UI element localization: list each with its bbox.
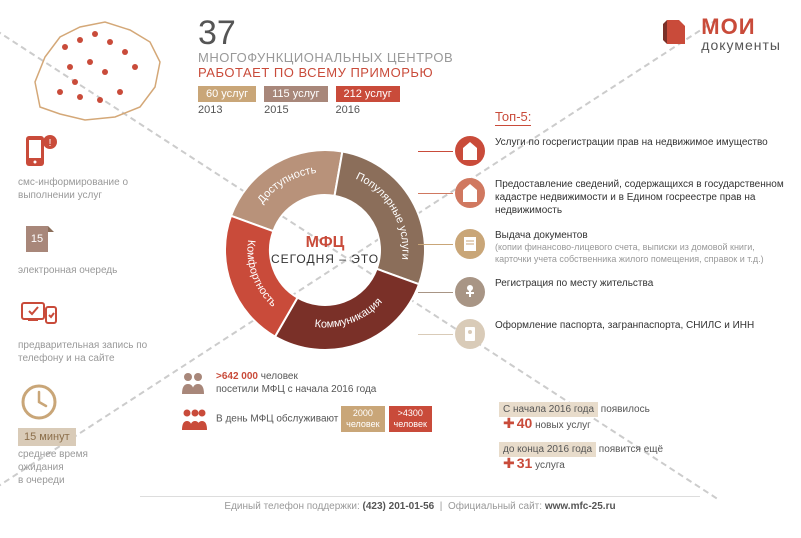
top5-text: Услуги по госрегистрации прав на недвижи… [495,136,768,149]
top5-icon [455,277,485,307]
top5-text: Регистрация по месту жительства [495,277,653,290]
top5-icon [455,136,485,166]
top5-title: Топ-5: [495,109,531,126]
service-text: смс-информирование о выполнении услуг [18,176,173,202]
wait-time-badge: 15 минут [18,428,76,446]
connector-line [418,244,453,245]
logo-main: МОИ [701,16,781,38]
right-stat-item: до конца 2016 года появится ещё✚31 услуг… [503,440,783,472]
year-label: 2013 [198,104,256,116]
footer: Единый телефон поддержки: (423) 201-01-5… [140,496,700,512]
donut-chart: ДоступностьПопулярные услугиКоммуникация… [215,140,435,360]
year-tag: 60 услуг [198,86,256,102]
left-services: ! смс-информирование о выполнении услуг 15… [18,130,173,503]
visitors-number: >642 000 [216,371,258,382]
people-icon [180,406,208,432]
right-stats: С начала 2016 года появилось✚40 новых ус… [503,400,783,480]
footer-site: www.mfc-25.ru [545,501,616,512]
phone-sms-icon: ! [18,130,60,172]
daily-count-box: >4300человек [389,406,432,432]
year-tag: 115 услуг [264,86,327,102]
top5-list: Топ-5: Услуги по госрегистрации прав на … [455,108,785,361]
svg-text:15: 15 [31,233,43,245]
connector-line [418,193,453,194]
daily-text: В день МФЦ обслуживают [216,414,338,425]
connector-line [418,151,453,152]
daily-count-box: 2000человек [341,406,384,432]
ticket-icon: 15 [18,218,60,260]
right-stat-item: С начала 2016 года появилось✚40 новых ус… [503,400,783,432]
bottom-stats: >642 000 человекпосетили МФЦ с начала 20… [180,370,450,442]
logo-sub: документы [701,38,781,52]
footer-phone: (423) 201-01-56 [363,501,435,512]
service-text: предварительная запись по телефону и на … [18,339,173,365]
top5-text: Предоставление сведений, содержащихся в … [495,178,785,217]
people-icon [180,370,208,396]
devices-icon [18,293,60,335]
top5-icon [455,178,485,208]
donut-center-sub: СЕГОДНЯ – ЭТО [265,252,385,266]
top5-icon [455,319,485,349]
connector-line [418,334,453,335]
top5-icon [455,229,485,259]
donut-slice [275,269,419,350]
connector-line [418,292,453,293]
wait-text: среднее времяожиданияв очереди [18,448,173,487]
svg-text:!: ! [49,138,52,149]
donut-slice [231,150,342,231]
year-tag: 212 услуг [336,86,400,102]
year-label: 2016 [336,104,400,116]
top5-text: Выдача документов(копии финансово-лицево… [495,229,785,265]
top5-text: Оформление паспорта, загранпаспорта, СНИ… [495,319,754,332]
service-text: электронная очередь [18,264,173,277]
header-line2: РАБОТАЕТ ПО ВСЕМУ ПРИМОРЬЮ [198,65,783,80]
region-map [20,12,180,127]
logo: МОИ документы [659,16,781,55]
donut-center-title: МФЦ [265,234,385,252]
year-label: 2015 [264,104,327,116]
clock-icon [18,381,60,423]
